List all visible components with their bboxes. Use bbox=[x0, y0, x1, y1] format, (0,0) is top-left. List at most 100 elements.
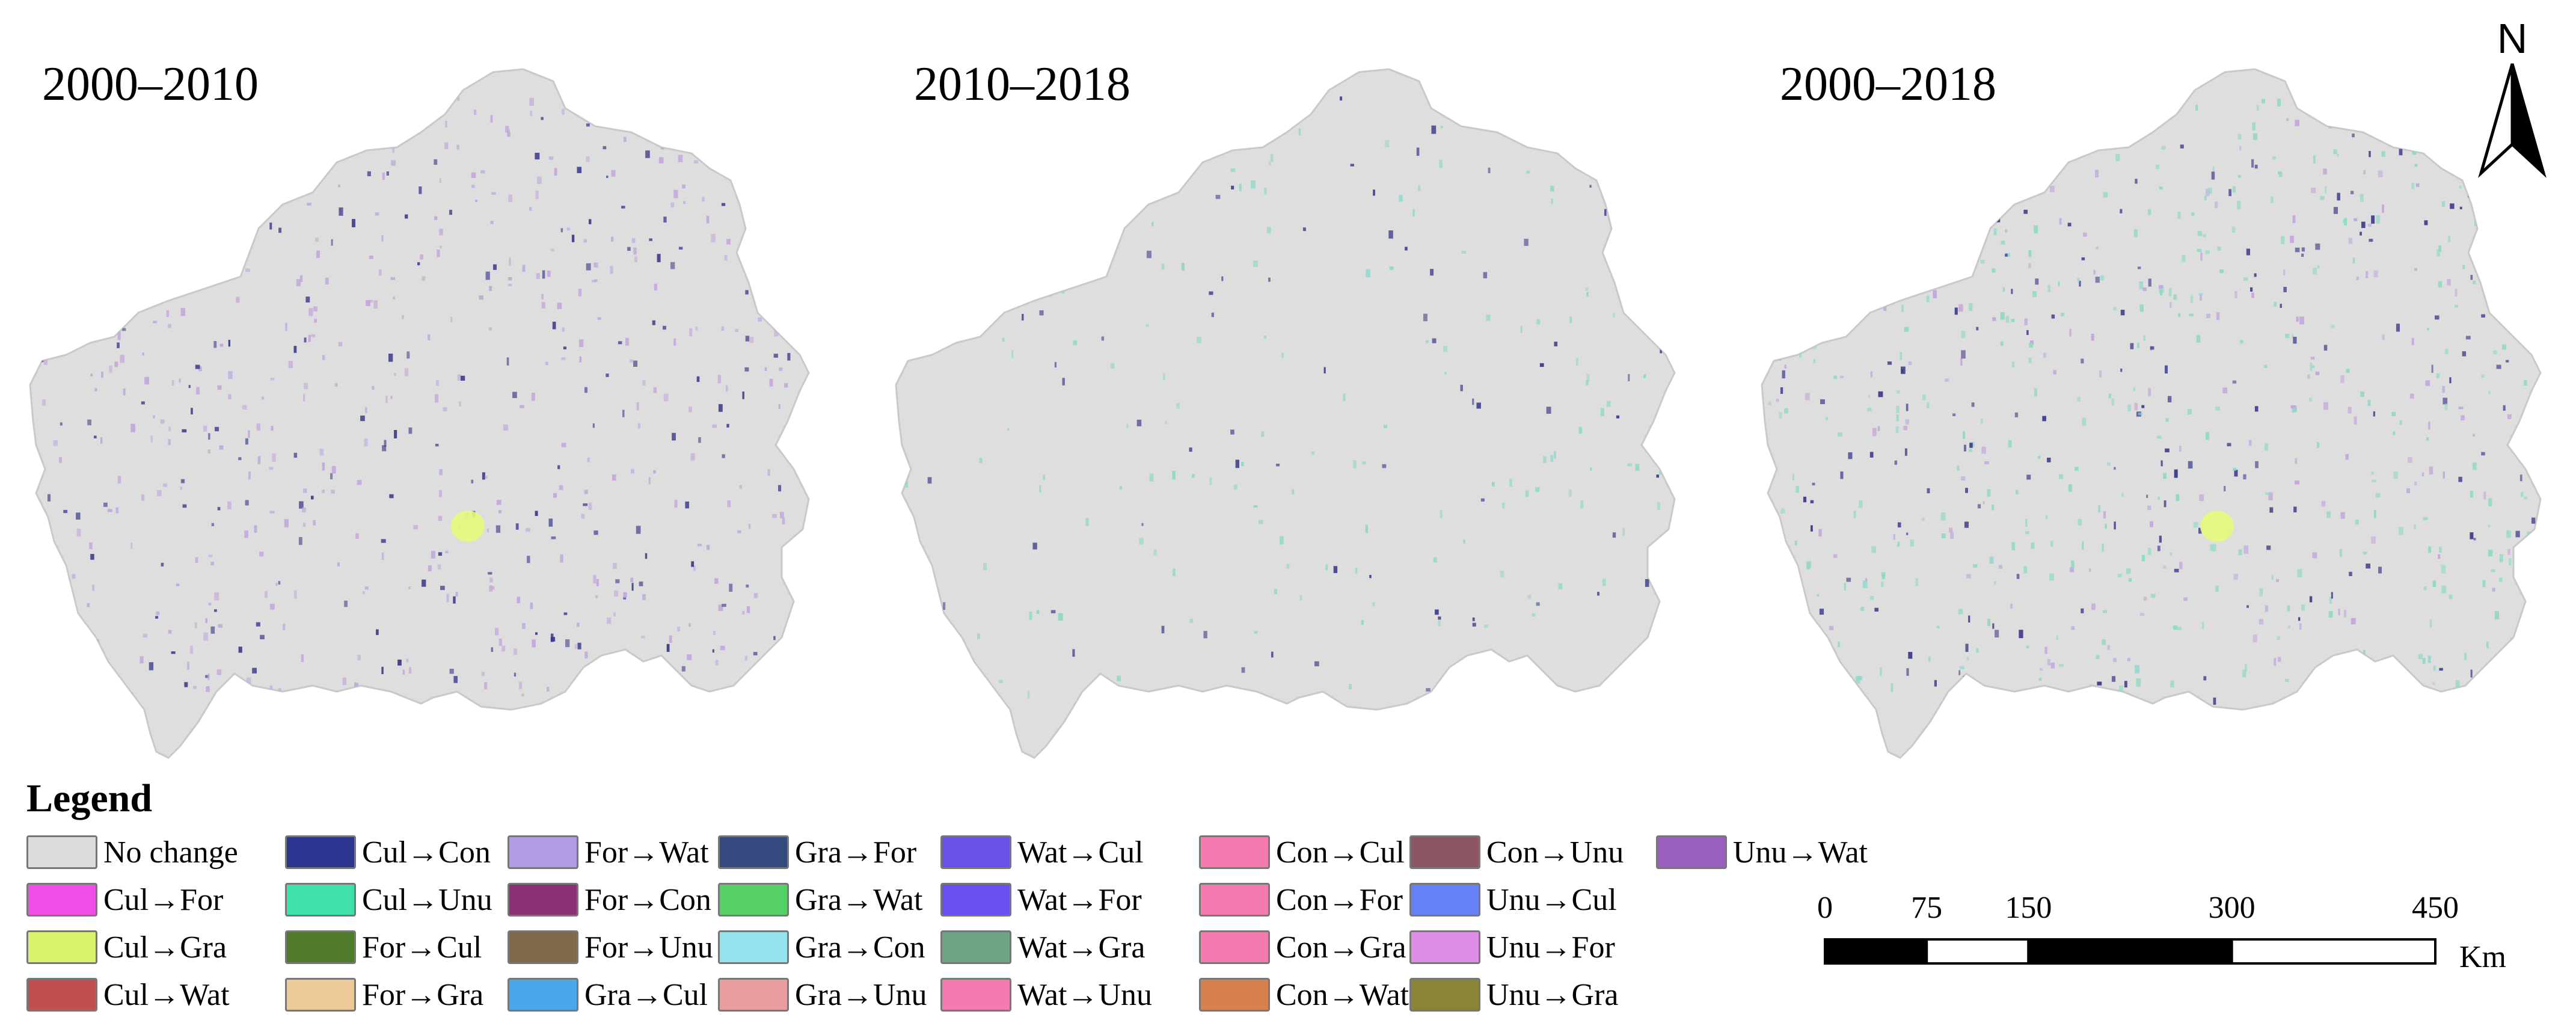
legend-label: Gra→Cul bbox=[584, 977, 708, 1012]
legend-label: Gra→Con bbox=[795, 930, 925, 965]
legend-swatch bbox=[940, 883, 1011, 917]
map-panel-2000-2018: 2000–2018 bbox=[1732, 0, 2574, 776]
map-panel-2000-2010: 2000–2010 bbox=[0, 0, 842, 776]
region-outline bbox=[1761, 68, 2542, 759]
legend-label: Cul→Gra bbox=[103, 930, 227, 965]
legend-item: Unu→For bbox=[1409, 928, 1615, 966]
change-hotspot bbox=[2200, 511, 2234, 542]
legend-item: No change bbox=[26, 833, 238, 871]
legend-label: Gra→Unu bbox=[795, 977, 927, 1012]
legend-item: Cul→Con bbox=[285, 833, 491, 871]
legend-label: Unu→Cul bbox=[1486, 882, 1617, 917]
map-title: 2000–2010 bbox=[42, 58, 259, 111]
legend-item: Wat→Unu bbox=[940, 975, 1152, 1014]
north-arrow-icon: N bbox=[2478, 16, 2547, 178]
scale-tick-label: 150 bbox=[2005, 891, 2052, 925]
legend-swatch bbox=[508, 835, 578, 869]
legend-label: Gra→For bbox=[795, 835, 917, 870]
legend-item: Unu→Wat bbox=[1656, 833, 1868, 871]
map-title: 2010–2018 bbox=[914, 58, 1130, 111]
legend-item: Con→Cul bbox=[1199, 833, 1405, 871]
legend-swatch bbox=[1199, 835, 1270, 869]
legend-label: For→Cul bbox=[362, 930, 482, 965]
legend-title: Legend bbox=[26, 776, 153, 820]
legend-item: Gra→Wat bbox=[718, 880, 922, 919]
legend-swatch bbox=[1409, 978, 1480, 1012]
legend-swatch bbox=[718, 930, 789, 964]
legend-swatch bbox=[718, 883, 789, 917]
legend-swatch bbox=[285, 978, 356, 1012]
legend-label: Con→For bbox=[1276, 882, 1403, 917]
region-map bbox=[29, 68, 810, 759]
legend-swatch bbox=[940, 930, 1011, 964]
map-title: 2000–2018 bbox=[1780, 58, 1996, 111]
legend-item: Gra→Con bbox=[718, 928, 925, 966]
legend-label: Cul→For bbox=[103, 882, 224, 917]
legend-swatch bbox=[26, 883, 97, 917]
legend-item: Wat→Cul bbox=[940, 833, 1144, 871]
scale-segment bbox=[2230, 938, 2437, 965]
legend-swatch bbox=[1409, 835, 1480, 869]
scale-segment bbox=[2027, 938, 2233, 965]
legend-item: Con→For bbox=[1199, 880, 1403, 919]
legend-swatch bbox=[1409, 930, 1480, 964]
legend-item: Wat→Gra bbox=[940, 928, 1145, 966]
legend-swatch bbox=[508, 978, 578, 1012]
legend-item: Unu→Cul bbox=[1409, 880, 1617, 919]
map-panel-2010-2018: 2010–2018 bbox=[866, 0, 1708, 776]
legend-swatch bbox=[1199, 978, 1270, 1012]
legend-label: No change bbox=[103, 835, 238, 870]
legend-label: Unu→Gra bbox=[1486, 977, 1619, 1012]
legend-item: For→Unu bbox=[508, 928, 713, 966]
legend-swatch bbox=[1199, 930, 1270, 964]
change-hotspot bbox=[451, 511, 485, 542]
legend-item: Cul→Gra bbox=[26, 928, 227, 966]
legend-label: Gra→Wat bbox=[795, 882, 923, 917]
legend-label: For→Unu bbox=[584, 930, 713, 965]
region-outline bbox=[895, 68, 1676, 759]
legend-swatch bbox=[508, 930, 578, 964]
legend-swatch bbox=[508, 883, 578, 917]
legend-item: For→Con bbox=[508, 880, 711, 919]
legend-item: Unu→Gra bbox=[1409, 975, 1619, 1014]
legend-label: Wat→For bbox=[1017, 882, 1142, 917]
legend-item: Cul→Unu bbox=[285, 880, 492, 919]
legend-label: For→Gra bbox=[362, 977, 484, 1012]
legend-swatch bbox=[26, 835, 97, 869]
legend-label: Wat→Gra bbox=[1017, 930, 1145, 965]
legend-item: For→Gra bbox=[285, 975, 483, 1014]
legend-item: Gra→Cul bbox=[508, 975, 708, 1014]
legend-label: For→Con bbox=[584, 882, 711, 917]
north-arrow-right-half bbox=[2510, 63, 2547, 178]
legend-swatch bbox=[718, 978, 789, 1012]
legend-swatch bbox=[718, 835, 789, 869]
legend-item: Con→Wat bbox=[1199, 975, 1409, 1014]
legend-swatch bbox=[1409, 883, 1480, 917]
change-pixels bbox=[38, 91, 805, 702]
region-outline bbox=[29, 68, 810, 759]
legend-item: For→Cul bbox=[285, 928, 482, 966]
scale-unit: Km bbox=[2459, 940, 2506, 974]
legend-label: Con→Cul bbox=[1276, 835, 1405, 870]
legend-swatch bbox=[1199, 883, 1270, 917]
legend-swatch bbox=[26, 930, 97, 964]
legend-label: Wat→Cul bbox=[1017, 835, 1144, 870]
scale-tick-label: 300 bbox=[2208, 891, 2256, 925]
scale-tick-label: 0 bbox=[1817, 891, 1833, 925]
legend-label: Unu→For bbox=[1486, 930, 1615, 965]
legend-item: Con→Gra bbox=[1199, 928, 1406, 966]
north-arrow-left-half bbox=[2478, 63, 2514, 178]
scale-bar-graphic bbox=[1824, 938, 2437, 965]
legend-label: Wat→Unu bbox=[1017, 977, 1152, 1012]
legend-swatch bbox=[940, 835, 1011, 869]
legend-item: Con→Unu bbox=[1409, 833, 1624, 871]
legend-swatch bbox=[285, 883, 356, 917]
legend-swatch bbox=[940, 978, 1011, 1012]
north-label: N bbox=[2497, 16, 2528, 62]
legend-swatch bbox=[285, 930, 356, 964]
legend: No change Cul→Con For→Wat Gra→For Wat→Cul Con… bbox=[26, 833, 1891, 1023]
legend-label: Cul→Unu bbox=[362, 882, 492, 917]
legend-swatch bbox=[26, 978, 97, 1012]
scale-segment bbox=[1824, 938, 1928, 965]
